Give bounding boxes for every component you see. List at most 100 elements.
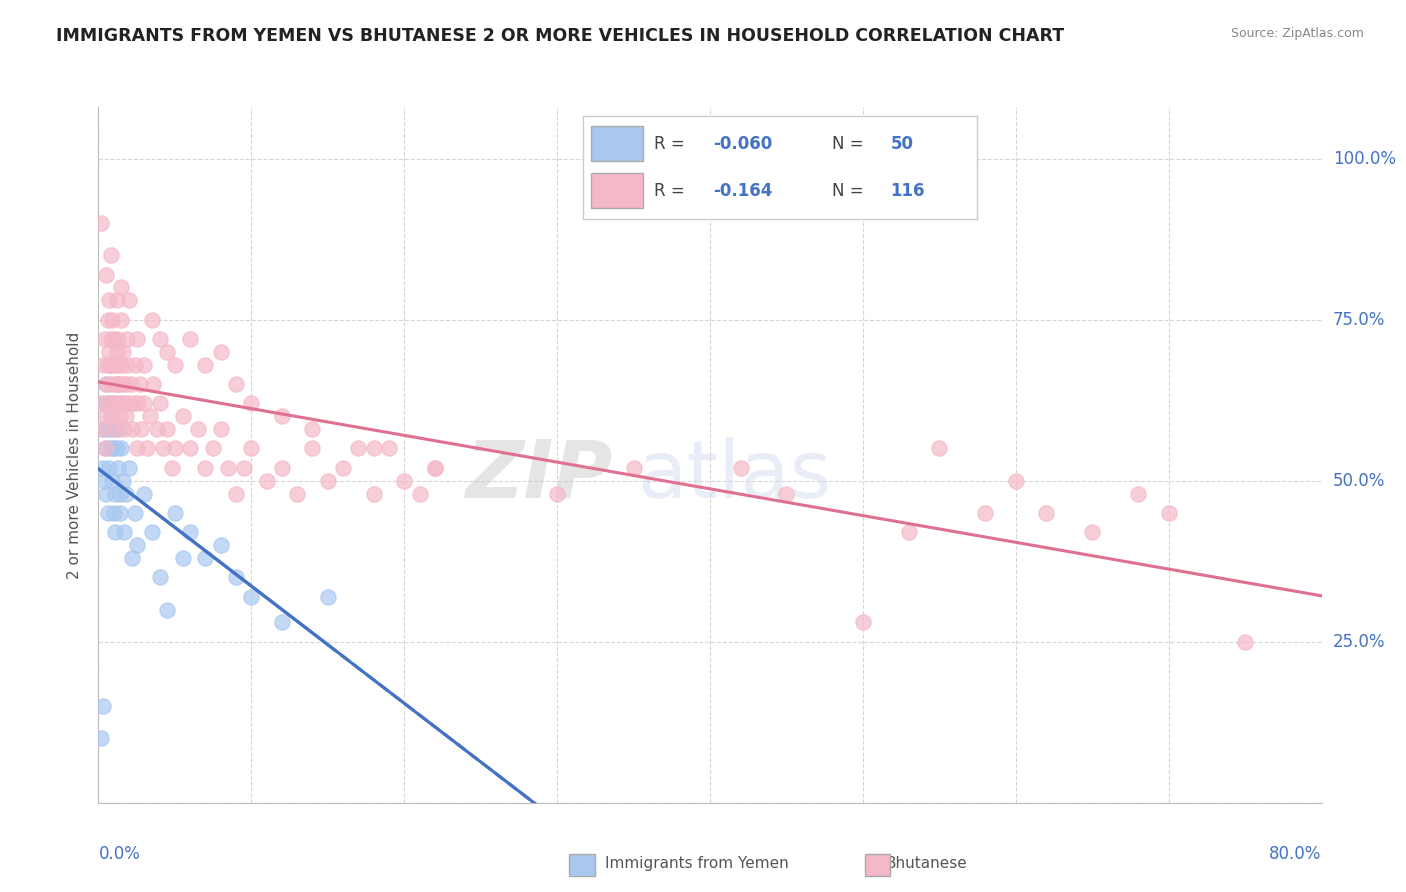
Point — [134, 396, 156, 410]
Text: atlas: atlas — [637, 437, 831, 515]
Point — [194, 358, 217, 372]
Point — [94, 442, 117, 456]
Point — [112, 422, 135, 436]
Point — [179, 525, 201, 540]
Point — [97, 506, 120, 520]
Point — [105, 377, 128, 392]
Point — [378, 442, 401, 456]
Point — [301, 442, 323, 456]
Point — [423, 460, 446, 475]
Point — [100, 332, 122, 346]
Point — [101, 474, 124, 488]
Point — [163, 442, 186, 456]
Point — [98, 396, 121, 410]
Point — [1081, 525, 1104, 540]
Text: R =: R = — [654, 182, 690, 200]
Point — [124, 358, 146, 372]
Point — [105, 293, 128, 308]
Point — [546, 486, 568, 500]
Point — [129, 422, 152, 436]
Point — [179, 442, 201, 456]
Point — [97, 422, 120, 436]
Point — [110, 280, 132, 294]
Point — [104, 377, 127, 392]
Text: ZIP: ZIP — [465, 437, 612, 515]
Point — [118, 396, 141, 410]
Point — [110, 312, 132, 326]
Point — [149, 396, 172, 410]
Point — [91, 422, 114, 436]
Point — [209, 538, 232, 552]
Point — [111, 344, 134, 359]
Point — [156, 422, 179, 436]
Point — [897, 525, 920, 540]
Text: 0.0%: 0.0% — [98, 845, 141, 863]
Point — [152, 442, 174, 456]
Point — [1234, 634, 1257, 648]
Point — [225, 377, 247, 392]
Point — [232, 460, 254, 475]
Point — [93, 332, 115, 346]
Point — [202, 442, 225, 456]
Point — [115, 486, 138, 500]
Point — [104, 525, 127, 540]
Point — [392, 474, 416, 488]
Point — [163, 358, 186, 372]
Point — [94, 377, 117, 392]
Point — [108, 506, 131, 520]
Point — [103, 332, 125, 346]
Point — [775, 486, 797, 500]
Text: Bhutanese: Bhutanese — [886, 856, 967, 871]
Point — [90, 731, 112, 746]
Point — [91, 460, 114, 475]
Text: 80.0%: 80.0% — [1270, 845, 1322, 863]
Point — [118, 293, 141, 308]
Point — [408, 486, 430, 500]
Point — [107, 396, 129, 410]
Point — [142, 377, 165, 392]
Text: Source: ZipAtlas.com: Source: ZipAtlas.com — [1230, 27, 1364, 40]
Point — [94, 268, 117, 282]
Text: 25.0%: 25.0% — [1333, 632, 1385, 651]
Point — [156, 344, 179, 359]
Point — [974, 506, 997, 520]
Point — [125, 332, 148, 346]
Point — [103, 506, 125, 520]
Text: Immigrants from Yemen: Immigrants from Yemen — [605, 856, 789, 871]
Point — [1035, 506, 1057, 520]
Point — [285, 486, 308, 500]
Point — [108, 377, 131, 392]
Point — [270, 460, 292, 475]
Text: 75.0%: 75.0% — [1333, 310, 1385, 328]
Point — [94, 377, 117, 392]
Point — [103, 396, 125, 410]
Point — [93, 396, 115, 410]
Text: 50: 50 — [890, 135, 914, 153]
Point — [105, 344, 128, 359]
Point — [103, 396, 125, 410]
Text: -0.060: -0.060 — [713, 135, 773, 153]
Point — [363, 486, 385, 500]
Text: 116: 116 — [890, 182, 925, 200]
Point — [122, 396, 145, 410]
Point — [108, 486, 131, 500]
Text: 50.0%: 50.0% — [1333, 472, 1385, 490]
Point — [100, 377, 122, 392]
Point — [107, 460, 129, 475]
Point — [98, 344, 121, 359]
Point — [112, 396, 135, 410]
Point — [105, 377, 128, 392]
Point — [217, 460, 239, 475]
Point — [100, 409, 122, 424]
Point — [97, 358, 120, 372]
Point — [316, 590, 339, 604]
Point — [112, 525, 135, 540]
Point — [134, 486, 156, 500]
Point — [103, 442, 125, 456]
Point — [101, 312, 124, 326]
Point — [118, 460, 141, 475]
Text: IMMIGRANTS FROM YEMEN VS BHUTANESE 2 OR MORE VEHICLES IN HOUSEHOLD CORRELATION C: IMMIGRANTS FROM YEMEN VS BHUTANESE 2 OR … — [56, 27, 1064, 45]
Text: 100.0%: 100.0% — [1333, 150, 1396, 168]
Point — [103, 358, 125, 372]
Point — [156, 602, 179, 616]
